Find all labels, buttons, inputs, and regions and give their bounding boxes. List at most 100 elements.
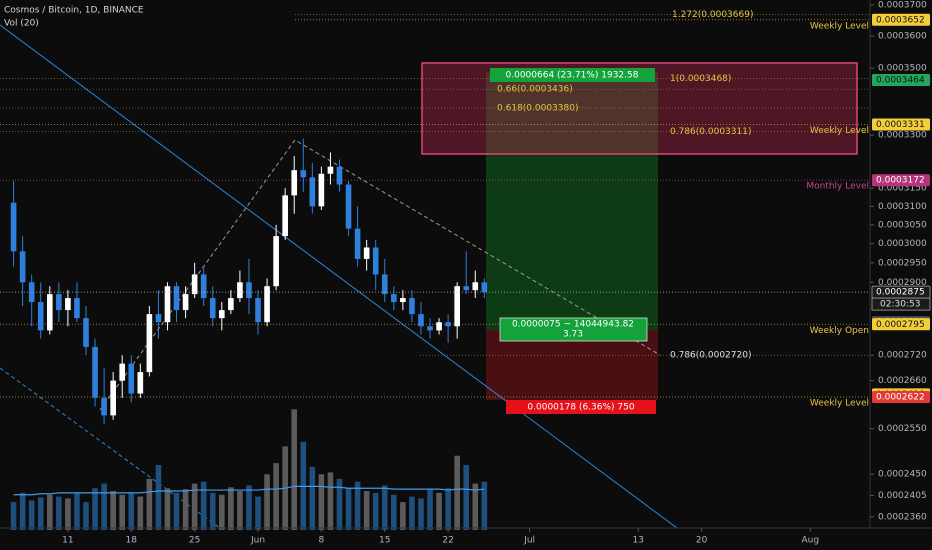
candle-body [37, 302, 44, 331]
volume-bar [372, 492, 379, 530]
y-tick-label: 0.0002550 [878, 424, 927, 434]
center-label: 0.0000075 ~ 14044943.82 [512, 320, 634, 330]
volume-bar [454, 455, 460, 530]
x-tick-label: 15 [379, 536, 390, 546]
volume-label: Vol (20) [4, 19, 39, 29]
x-tick-label: 20 [696, 536, 708, 546]
y-tick-label: 0.0002900 [878, 278, 927, 288]
candle-body [309, 177, 316, 207]
price-tag [872, 318, 930, 331]
volume-bar [418, 498, 424, 530]
candle-body [92, 346, 98, 398]
plot: Weekly Level Weekly Level Monthly Level Wee… [0, 10, 870, 530]
candle-body [46, 294, 53, 331]
candle-body [300, 170, 307, 178]
y-tick-label: 0.0003600 [878, 32, 927, 42]
candle-body [400, 298, 406, 303]
volume-bar [37, 497, 44, 530]
candle-body [436, 322, 442, 331]
y-tick-label: 0.0002660 [878, 376, 927, 386]
volume-bar [228, 487, 234, 530]
fib-label: 0.786(0.0002720) [670, 351, 751, 361]
candle-body [164, 286, 171, 323]
volume-bar [65, 498, 71, 530]
candle-body [110, 380, 116, 416]
candle-body [255, 298, 261, 323]
candle-body [74, 298, 80, 319]
candle-body [228, 298, 234, 311]
y-tick-label: 0.0003100 [878, 202, 927, 212]
level-label: Weekly Level [810, 398, 869, 408]
countdown-box [871, 297, 931, 311]
stop-label: 0.0000178 (6.36%) 750 [527, 403, 634, 413]
x-tick-label: Jun [250, 536, 265, 546]
candle-body [182, 294, 189, 311]
x-tick-label: 22 [442, 536, 453, 546]
candle-body [119, 363, 126, 381]
volume-bar [191, 483, 198, 530]
candle-body [264, 286, 270, 323]
volume-bar [56, 496, 62, 530]
price-tag-label: 0.0003464 [876, 75, 925, 85]
volume-bar [354, 481, 361, 530]
stop-box [506, 400, 656, 414]
volume-bar [363, 491, 370, 530]
volume-bar [10, 502, 17, 530]
volume-bar [246, 485, 252, 530]
fib-label: 0.66(0.0003436) [497, 85, 573, 95]
candle-body [28, 282, 35, 303]
price-tag [872, 174, 930, 187]
volume-bar [110, 491, 116, 530]
candle-body [10, 202, 17, 252]
price-tag-label: 0.0002622 [876, 392, 925, 402]
chart-title: Cosmos / Bitcoin, 1D, BINANCE [4, 6, 144, 16]
countdown-label: 02:30:53 [880, 300, 920, 310]
level-label: Weekly Open [810, 326, 869, 336]
y-tick-label: 0.0003050 [878, 220, 927, 230]
volume-bar [173, 492, 180, 530]
candle-body [381, 274, 388, 295]
volume-bar [83, 502, 89, 530]
volume-bar [28, 500, 35, 530]
candle-body [56, 294, 62, 311]
volume-bar [137, 496, 144, 530]
y-tick-label: 0.0003300 [878, 131, 927, 141]
y-tick-label: 0.0002950 [878, 258, 927, 268]
price-tag [872, 390, 930, 403]
y-tick-label: 0.0003700 [878, 0, 927, 10]
fib-label: 0.786(0.0003311) [670, 127, 751, 137]
volume-bar [128, 492, 135, 530]
profit-zone [486, 72, 658, 330]
price-tag-label: 0.0003172 [876, 176, 925, 186]
volume-bar [481, 481, 488, 530]
candle-body [128, 363, 135, 394]
volume-bar [164, 488, 171, 530]
volume-bar [74, 492, 80, 530]
level-label: Weekly Level [810, 126, 869, 136]
trend-line [0, 24, 678, 529]
candle-body [173, 286, 180, 311]
loss-zone [486, 330, 658, 400]
volume-bar [19, 492, 26, 530]
center-box [499, 317, 648, 342]
candle-body [191, 274, 198, 295]
y-tick-label: 0.0003500 [878, 64, 927, 74]
volume-bar [200, 481, 207, 530]
candle-body [237, 282, 243, 299]
candle-body [409, 298, 415, 315]
volume-bar [463, 465, 470, 530]
axis-layer: 0.0003700 0.0003600 0.0003500 0.0003300 0.00… [62, 0, 931, 546]
candle-body [391, 294, 397, 303]
candle-body [137, 372, 144, 394]
candle-body [472, 282, 479, 291]
target-label: 0.0000664 (23.71%) 1932.58 [506, 71, 639, 81]
volume-bar [427, 489, 433, 530]
fib-label: 0.618(0.0003380) [497, 103, 578, 113]
candle-body [209, 298, 216, 319]
candle-body [463, 286, 470, 291]
volume-bar [182, 489, 189, 530]
price-tag-label: 0.0002795 [876, 320, 925, 330]
candle-body [155, 314, 162, 323]
volume-bar [46, 494, 53, 530]
candle-body [336, 166, 343, 185]
